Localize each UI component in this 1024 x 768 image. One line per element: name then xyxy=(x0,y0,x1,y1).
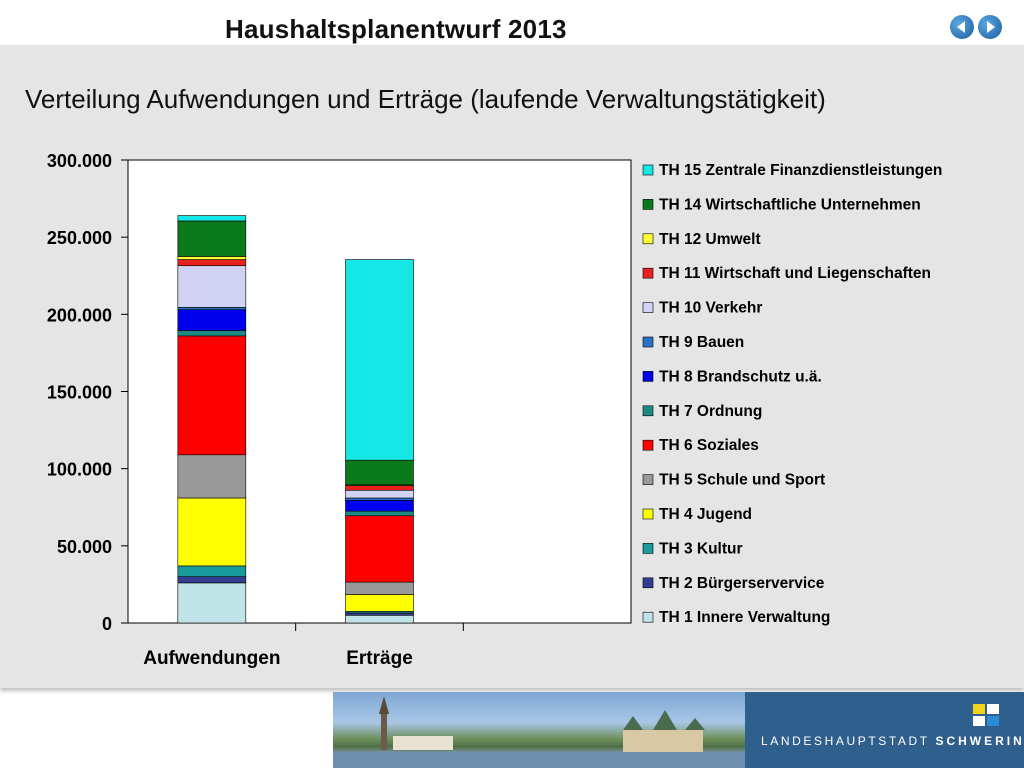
bar-segment xyxy=(345,612,414,616)
bar-segment xyxy=(177,220,247,257)
legend-label: TH 5 Schule und Sport xyxy=(659,472,825,489)
bar-segment xyxy=(345,259,414,461)
bar-segment xyxy=(177,565,247,578)
legend-label: TH 9 Bauen xyxy=(659,334,744,351)
bar-segment xyxy=(177,497,247,567)
legend-label: TH 2 Bürgerservervice xyxy=(659,575,825,592)
legend-label: TH 14 Wirtschaftliche Unternehmen xyxy=(659,196,921,213)
y-tick-label: 50.000 xyxy=(57,537,112,557)
y-tick-label: 200.000 xyxy=(47,305,112,325)
bar-segment xyxy=(177,454,247,499)
legend-swatch xyxy=(642,233,654,245)
city-skyline-illustration xyxy=(333,696,745,768)
legend-label: TH 1 Innere Verwaltung xyxy=(659,609,830,626)
bar-segment xyxy=(177,330,247,337)
bar-segment xyxy=(177,215,247,222)
banner-text: LANDESHAUPTSTADT SCHWERIN xyxy=(761,734,1024,748)
legend-swatch xyxy=(642,302,654,313)
bar-segment xyxy=(345,489,414,499)
bar-segment xyxy=(345,594,414,612)
legend-label: TH 6 Soziales xyxy=(659,437,759,454)
bar-segment xyxy=(345,614,414,624)
legend-swatch xyxy=(642,543,654,554)
footer-banner: LANDESHAUPTSTADT SCHWERIN xyxy=(333,692,1024,768)
y-tick-label: 300.000 xyxy=(47,151,112,171)
legend-label: TH 10 Verkehr xyxy=(659,300,762,317)
bar-segment xyxy=(177,307,247,311)
bar-segment xyxy=(345,485,414,491)
legend-swatch xyxy=(642,405,654,417)
bar-segment xyxy=(345,515,414,583)
y-tick-label: 0 xyxy=(102,614,112,634)
legend-swatch xyxy=(642,164,654,176)
city-logo-icon xyxy=(973,704,999,726)
legend-label: TH 15 Zentrale Finanzdienstleistungen xyxy=(659,162,942,179)
bar-segment xyxy=(177,309,247,331)
legend-label: TH 11 Wirtschaft und Liegenschaften xyxy=(659,265,931,282)
bar-segment xyxy=(177,256,247,260)
bar-segment xyxy=(177,576,247,584)
bar-segment xyxy=(345,510,414,517)
arrow-left-icon[interactable] xyxy=(950,15,974,39)
legend-label: TH 12 Umwelt xyxy=(659,231,761,248)
legend-swatch xyxy=(642,371,654,382)
bar-segment xyxy=(345,500,414,512)
legend-swatch xyxy=(642,611,654,623)
bar-segment xyxy=(345,459,414,486)
bar-segment xyxy=(177,335,247,456)
y-tick-label: 100.000 xyxy=(47,460,112,480)
legend-swatch xyxy=(642,508,654,520)
legend-swatch xyxy=(642,199,654,210)
arrow-right-icon[interactable] xyxy=(978,15,1002,39)
legend-label: TH 3 Kultur xyxy=(659,540,743,557)
x-tick-label: Aufwendungen xyxy=(143,648,280,669)
legend-swatch xyxy=(642,336,654,348)
x-tick-label: Erträge xyxy=(346,648,413,669)
bar-segment xyxy=(345,497,414,501)
bar-segment xyxy=(177,265,247,308)
legend-swatch xyxy=(642,267,654,279)
bar-segment xyxy=(345,581,414,595)
legend-swatch xyxy=(642,577,654,589)
legend-label: TH 4 Jugend xyxy=(659,506,752,523)
stacked-bar-chart: 0 50.000 100.000 150.000 200.000 250.000 300.0… xyxy=(47,151,942,669)
legend-label: TH 8 Brandschutz u.ä. xyxy=(659,368,822,385)
chart-subtitle: Verteilung Aufwendungen und Erträge (lau… xyxy=(25,84,826,114)
y-tick-label: 250.000 xyxy=(47,228,112,248)
bar-segment xyxy=(177,582,247,624)
y-tick-label: 150.000 xyxy=(47,383,112,403)
bar-segment xyxy=(177,259,247,267)
page-title: Haushaltsplanentwurf 2013 xyxy=(225,14,567,44)
legend-label: TH 7 Ordnung xyxy=(659,403,762,420)
legend-swatch xyxy=(642,474,654,485)
legend-swatch xyxy=(642,439,654,451)
